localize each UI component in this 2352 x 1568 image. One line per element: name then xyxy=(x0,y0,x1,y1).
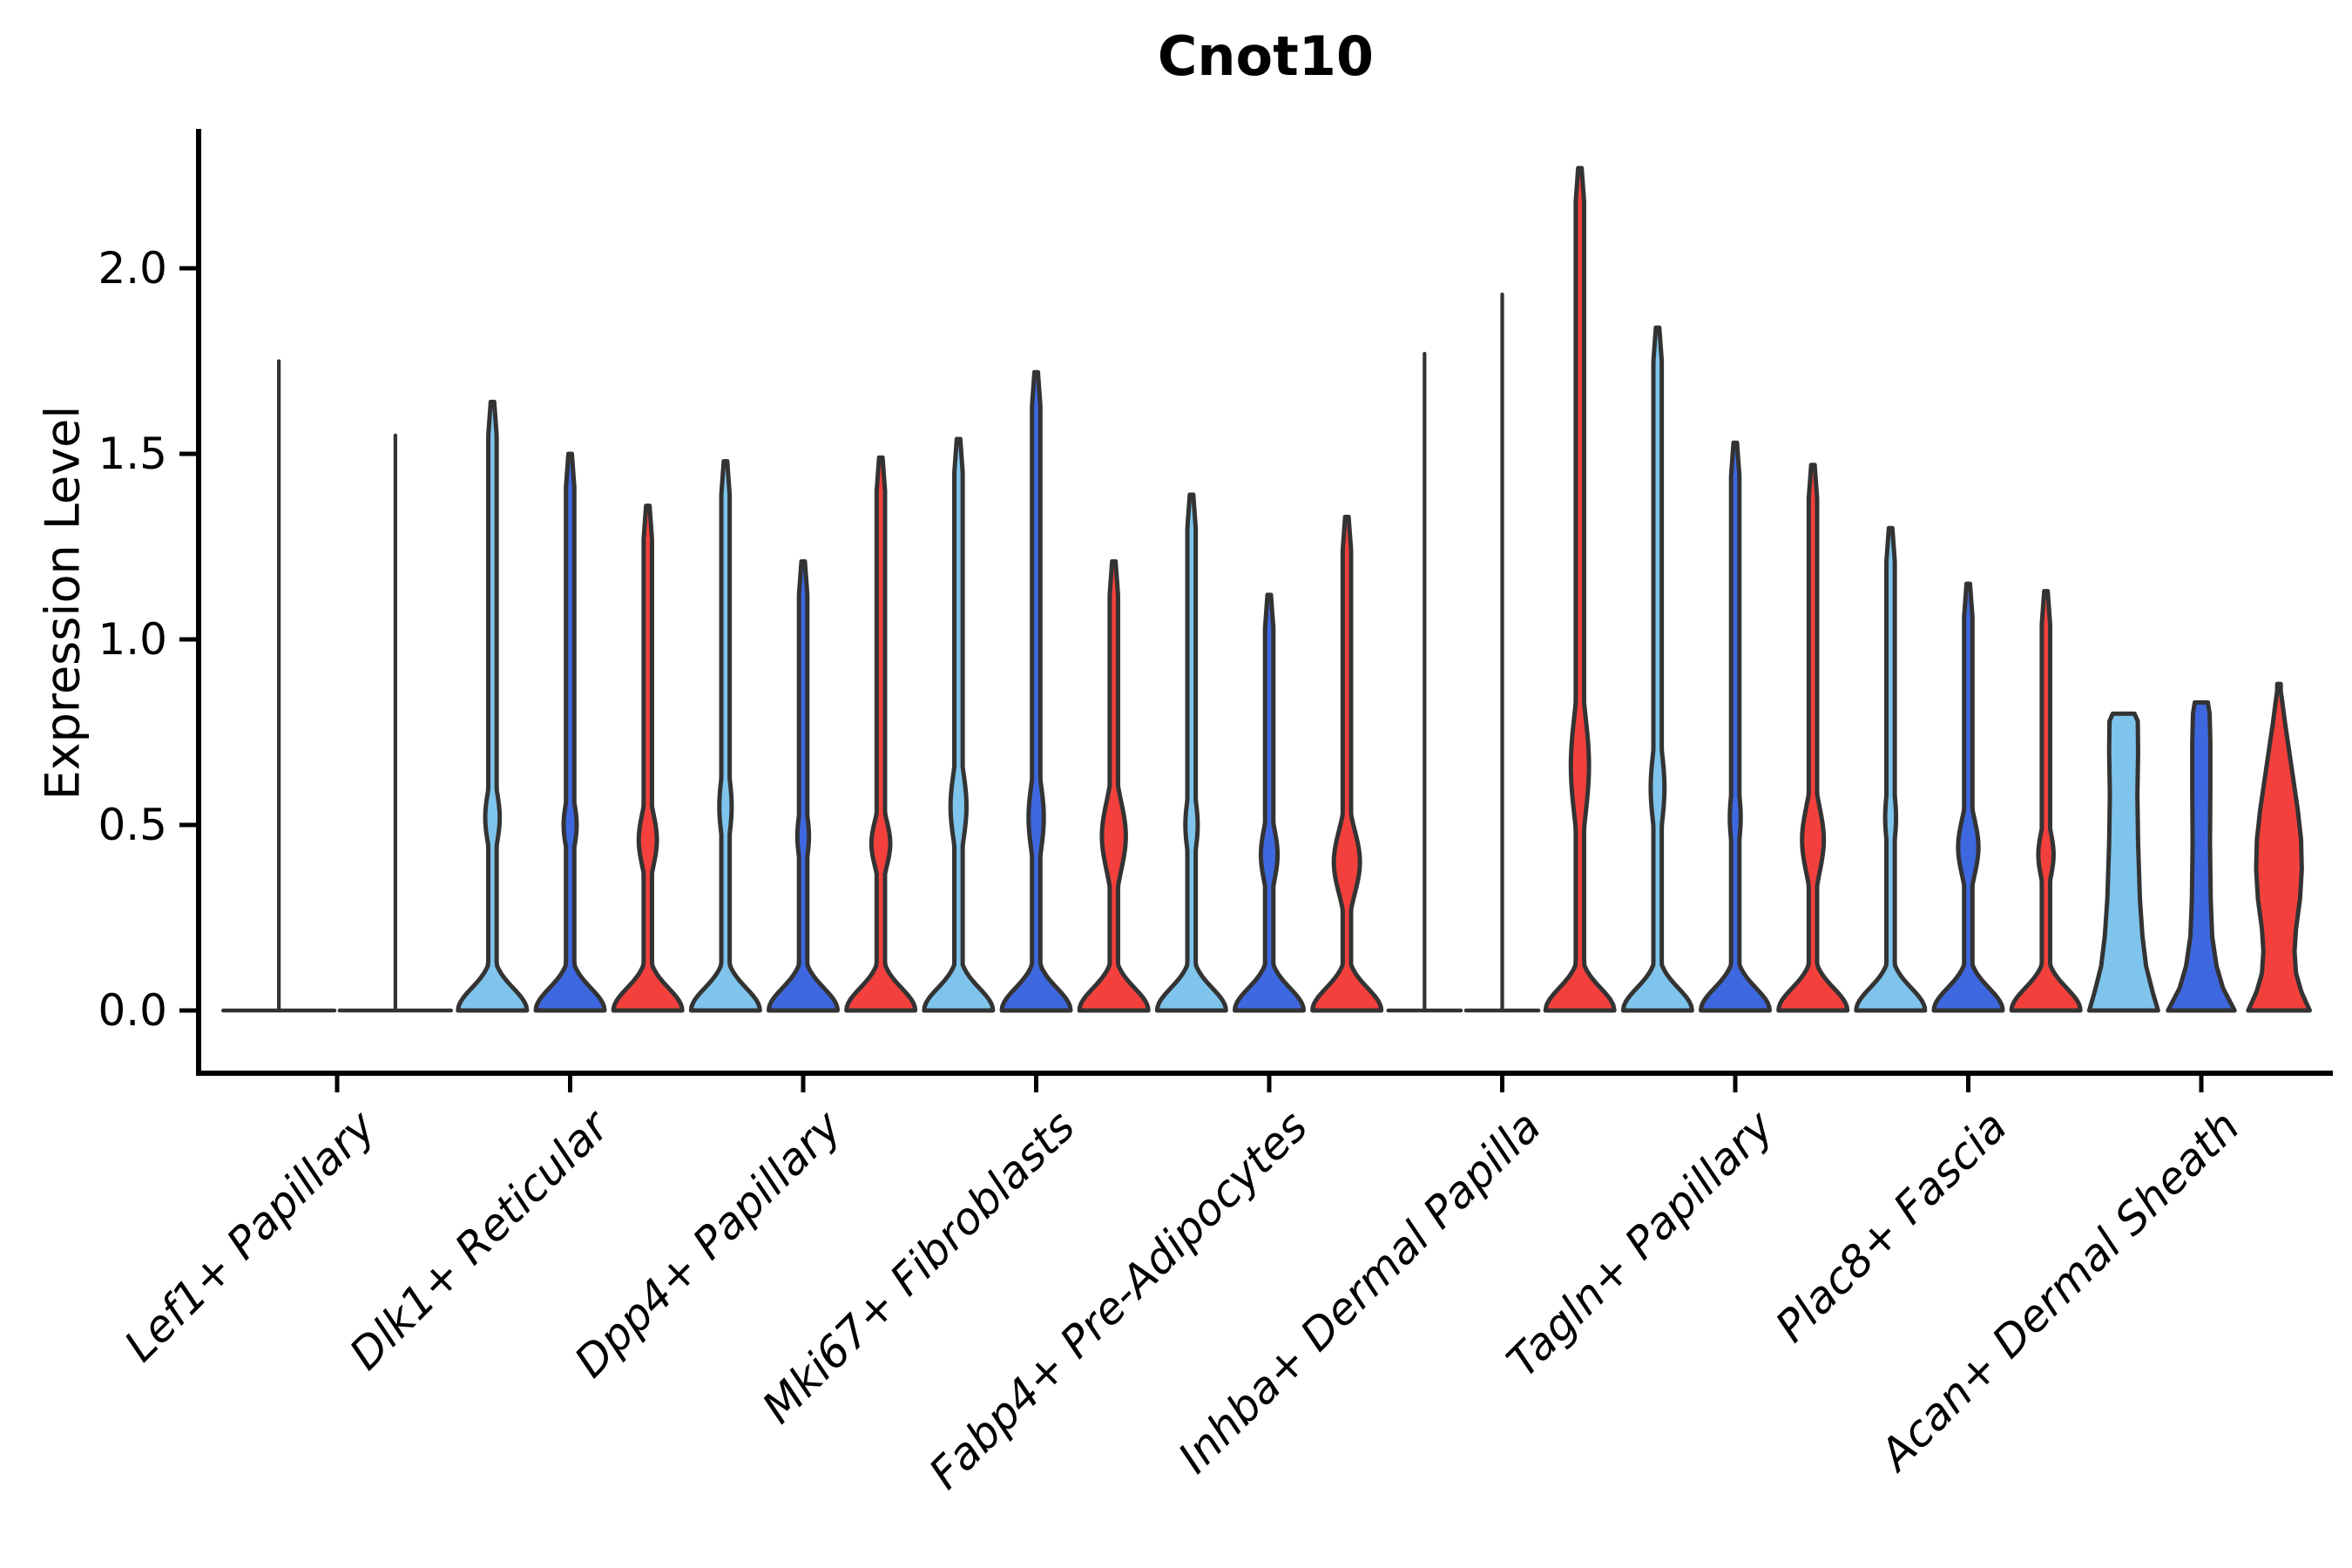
violin-lightblue xyxy=(1154,492,1228,1013)
violin-red xyxy=(1077,559,1151,1013)
violin-blue xyxy=(1699,440,1772,1013)
chart-title: Cnot10 xyxy=(1157,24,1375,88)
violin-group-5 xyxy=(1154,492,1384,1013)
violin-red xyxy=(611,504,685,1013)
violin-group-8 xyxy=(1854,525,2083,1013)
violin-red xyxy=(1543,166,1617,1013)
violin-group-1 xyxy=(221,359,453,1013)
violin-group-9 xyxy=(2086,681,2313,1013)
violin-group-7 xyxy=(1620,325,1850,1013)
y-tick-label: 2.0 xyxy=(98,243,167,294)
y-tick-label: 1.5 xyxy=(98,429,167,479)
violin-group-2 xyxy=(456,399,685,1013)
y-tick-label: 1.0 xyxy=(98,614,167,665)
violin-group-4 xyxy=(922,369,1151,1013)
y-axis-label: Expression Level xyxy=(35,405,91,801)
violin-red xyxy=(1310,514,1384,1013)
violin-blue xyxy=(2166,700,2237,1013)
violin-blue xyxy=(533,451,607,1013)
violin-red xyxy=(2009,589,2083,1013)
violin-lightblue xyxy=(688,459,762,1013)
violin-lightblue xyxy=(1620,325,1694,1013)
violin-blue xyxy=(766,559,841,1013)
violin-lightblue xyxy=(456,399,530,1013)
violin-lightblue xyxy=(2086,711,2160,1013)
violin-blue xyxy=(1233,592,1306,1013)
violin-lightblue xyxy=(922,436,996,1013)
violin-red xyxy=(1776,463,1850,1013)
violin-red xyxy=(844,455,918,1013)
y-tick-label: 0.0 xyxy=(98,985,167,1036)
violin-blue xyxy=(999,369,1073,1013)
violin-blue xyxy=(1931,581,2005,1013)
violin-red xyxy=(2246,681,2313,1013)
violin-group-6 xyxy=(1386,166,1617,1013)
y-tick-label: 0.5 xyxy=(98,800,167,850)
violin-group-3 xyxy=(688,455,918,1013)
violin-lightblue xyxy=(1854,525,1928,1013)
